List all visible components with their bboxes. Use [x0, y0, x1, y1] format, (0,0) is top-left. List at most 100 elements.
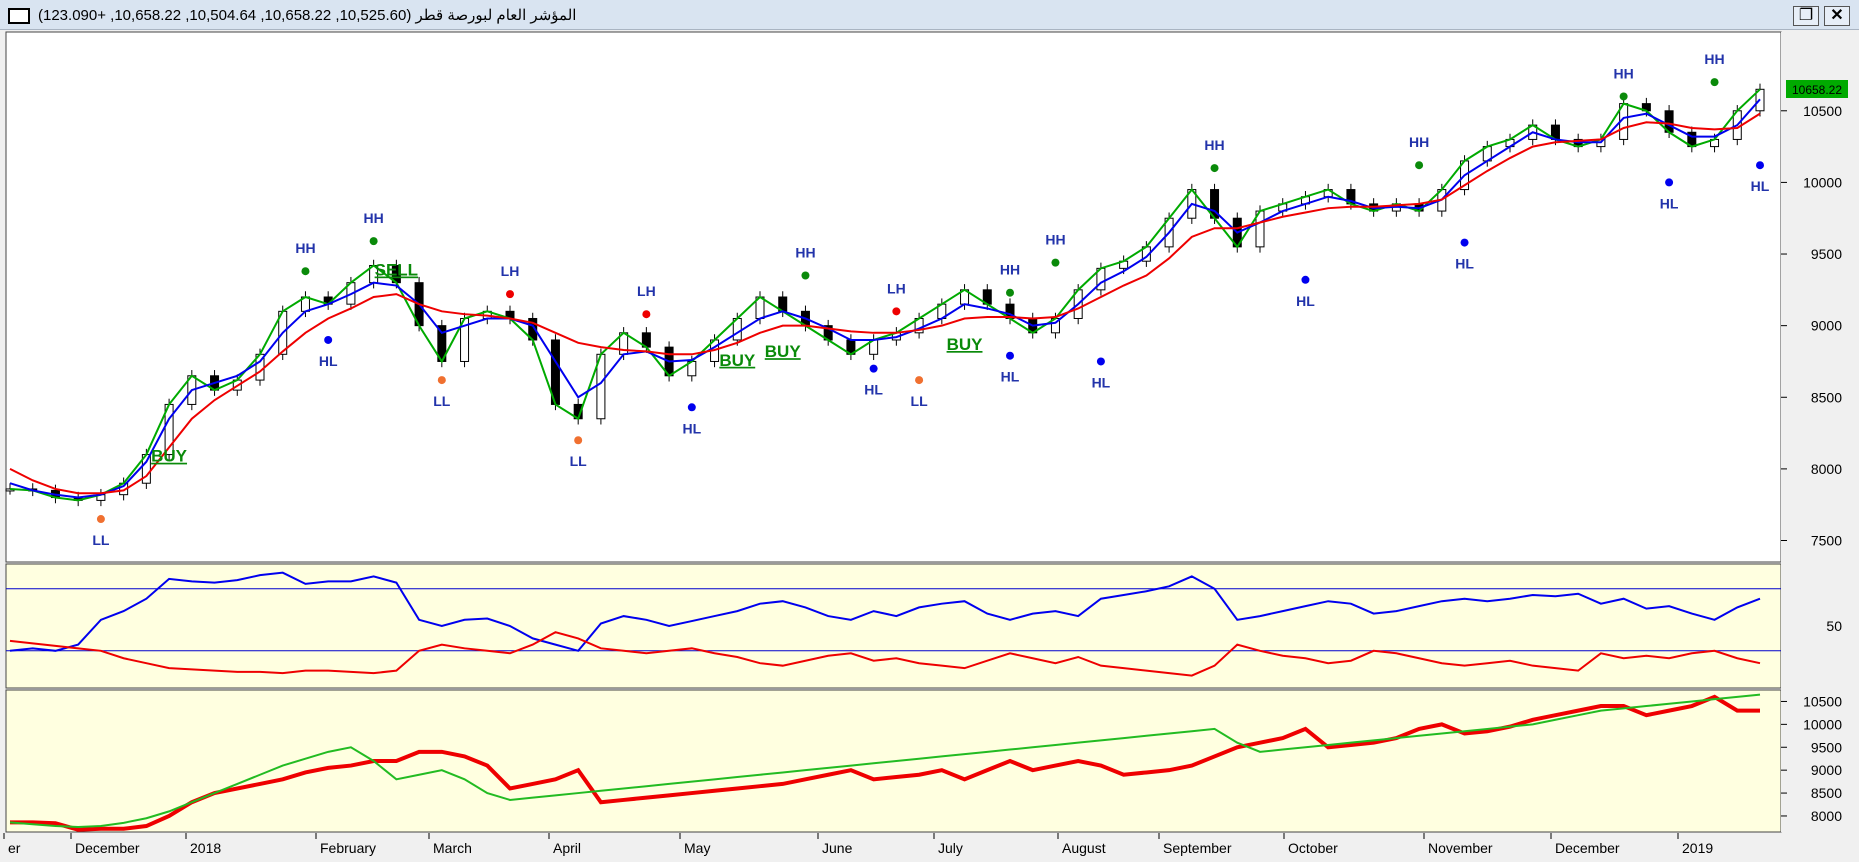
time-tick-label: July — [938, 840, 963, 856]
swing-label: HL — [319, 353, 338, 369]
trend-line-green-trend — [9, 693, 1761, 828]
swing-marker — [1210, 164, 1219, 173]
swing-label: LH — [887, 280, 906, 296]
time-tick-label: 2018 — [190, 840, 221, 856]
swing-label: HH — [795, 245, 815, 261]
swing-label: HL — [1660, 195, 1679, 211]
swing-marker — [301, 267, 310, 276]
time-axis: er December 2018 February March April May June J… — [3, 833, 1713, 856]
swing-label: HL — [1455, 256, 1474, 272]
window-title: المؤشر العام لبورصة قطر (10,525.60, 10,6… — [38, 7, 577, 24]
ma-line-fast — [9, 88, 1761, 502]
ma-line-mid — [9, 98, 1761, 499]
swing-label: HL — [1751, 178, 1770, 194]
swing-marker — [1619, 92, 1628, 101]
window-icon — [8, 8, 30, 24]
swing-marker — [96, 515, 105, 524]
osc-line-blue — [9, 571, 1761, 652]
trend-tick-label: 9500 — [1811, 739, 1842, 755]
swing-marker — [915, 376, 924, 385]
swing-marker — [687, 403, 696, 412]
time-axis-area — [6, 833, 1781, 860]
signal-label: SELL — [375, 261, 418, 280]
swing-label: HL — [1001, 369, 1020, 385]
trend-lines — [9, 693, 1761, 832]
time-tick-label: 2019 — [1682, 840, 1713, 856]
swing-marker — [801, 271, 810, 280]
time-tick-label: June — [822, 840, 853, 856]
price-tick-label: 8000 — [1811, 461, 1842, 477]
swing-marker — [1006, 351, 1014, 360]
time-tick-label: August — [1062, 840, 1106, 856]
swing-label: LL — [92, 532, 110, 548]
swing-label: HH — [1704, 51, 1724, 67]
price-tick-label: 9000 — [1811, 318, 1842, 334]
last-price-label: 10658.22 — [1792, 83, 1842, 97]
swing-label: LH — [637, 283, 656, 299]
swing-label: LH — [501, 263, 520, 279]
swing-label: HL — [682, 420, 701, 436]
swing-marker — [1665, 178, 1674, 187]
signal-label: BUY — [719, 351, 756, 370]
swing-marker — [642, 310, 651, 319]
swing-marker — [892, 307, 901, 316]
signal-label: BUY — [765, 342, 802, 361]
price-panel — [5, 31, 1782, 563]
swing-marker — [1301, 275, 1310, 284]
trend-line-red-step — [10, 694, 1760, 832]
restore-button[interactable]: ❐ — [1793, 6, 1819, 26]
swing-annotations: LL BUY HH HL HH SELL LL LH LL LH HL BUY BUY HH HL LH LL B… — [92, 51, 1769, 548]
time-tick-label: er — [8, 840, 21, 856]
chart-area[interactable]: LL BUY HH HL HH SELL LL LH LL LH HL BUY BUY HH HL LH LL B… — [0, 30, 1859, 862]
price-tick-label: 10500 — [1803, 103, 1842, 119]
swing-label: LL — [570, 453, 588, 469]
time-tick-label: April — [553, 840, 581, 856]
swing-label: HH — [295, 240, 315, 256]
swing-label: HH — [1204, 137, 1224, 153]
trend-tick-label: 8000 — [1811, 808, 1842, 824]
swing-label: HH — [364, 210, 384, 226]
ma-line-slow — [9, 112, 1761, 495]
osc-tick-label: 50 — [1826, 618, 1842, 634]
moving-averages — [9, 88, 1761, 502]
window-titlebar[interactable]: المؤشر العام لبورصة قطر (10,525.60, 10,6… — [0, 0, 1859, 30]
swing-marker — [1756, 161, 1764, 170]
swing-marker — [1051, 258, 1060, 267]
last-price-badge — [1786, 80, 1848, 98]
swing-marker — [1096, 357, 1105, 366]
swing-label: HL — [1296, 293, 1315, 309]
time-tick-label: October — [1288, 840, 1338, 856]
trend-axis: 8000 8500 9000 9500 10000 10500 — [1781, 693, 1842, 824]
oscillator-lines — [6, 571, 1781, 677]
swing-label: HH — [1045, 232, 1065, 248]
signal-label: BUY — [947, 335, 984, 354]
time-tick-label: September — [1163, 840, 1232, 856]
time-tick-label: December — [75, 840, 140, 856]
time-tick-label: March — [433, 840, 472, 856]
swing-marker — [574, 436, 583, 445]
trend-tick-label: 10500 — [1803, 693, 1842, 709]
swing-label: HH — [1614, 65, 1634, 81]
swing-marker — [1415, 161, 1424, 170]
trend-tick-label: 9000 — [1811, 762, 1842, 778]
swing-label: LL — [433, 393, 451, 409]
close-button[interactable]: ✕ — [1824, 6, 1850, 26]
swing-marker — [869, 364, 878, 373]
swing-label: HH — [1000, 262, 1020, 278]
swing-label: HL — [864, 382, 883, 398]
price-tick-label: 9500 — [1811, 246, 1842, 262]
price-tick-label: 7500 — [1811, 533, 1842, 549]
swing-marker — [506, 290, 514, 299]
price-tick-label: 10000 — [1803, 174, 1842, 190]
price-axis: 7500 8000 8500 9000 9500 10000 10500 — [1781, 103, 1842, 549]
swing-marker — [324, 335, 333, 344]
oscillator-panel — [5, 563, 1782, 689]
price-tick-label: 8500 — [1811, 389, 1842, 405]
swing-marker — [437, 376, 446, 385]
swing-marker — [1006, 288, 1014, 297]
swing-label: HL — [1092, 374, 1111, 390]
swing-marker — [1710, 78, 1719, 87]
swing-label: LL — [911, 393, 929, 409]
time-tick-label: February — [320, 840, 376, 856]
